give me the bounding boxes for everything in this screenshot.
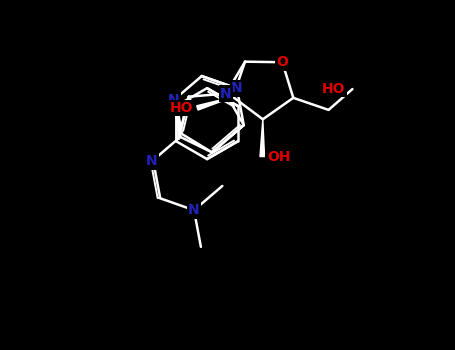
Text: N: N <box>167 93 179 107</box>
Text: N: N <box>220 87 232 101</box>
Text: OH: OH <box>267 149 290 163</box>
Text: N: N <box>231 82 243 96</box>
Polygon shape <box>197 97 233 110</box>
Text: N: N <box>188 203 200 217</box>
Polygon shape <box>260 119 264 156</box>
Text: O: O <box>276 55 288 69</box>
Text: HO: HO <box>322 82 346 96</box>
Text: HO: HO <box>169 101 193 115</box>
Text: N: N <box>146 154 158 168</box>
